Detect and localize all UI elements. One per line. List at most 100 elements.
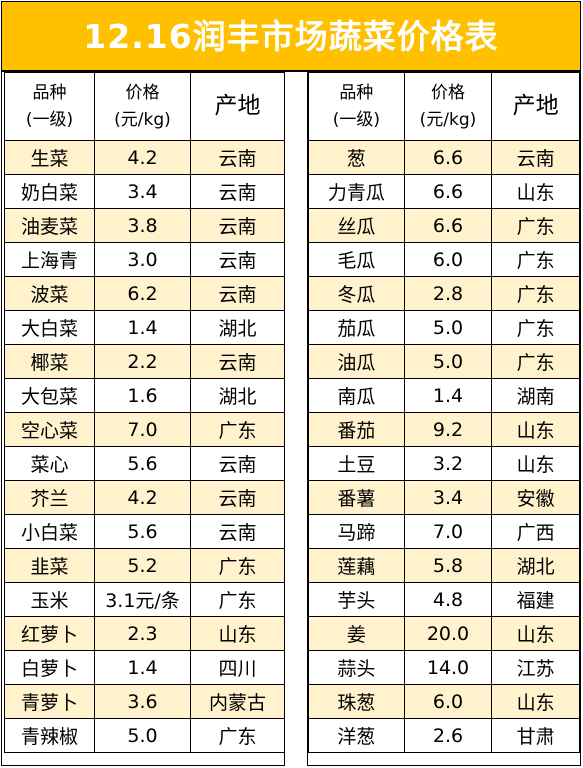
vegetable-name-cell: 波菜 bbox=[4, 276, 95, 311]
table-row: 小白菜 5.6 云南 bbox=[4, 514, 285, 549]
origin-cell: 山东 bbox=[491, 412, 580, 447]
origin-cell: 湖南 bbox=[491, 378, 580, 413]
vegetable-name-cell: 马蹄 bbox=[308, 514, 405, 549]
header-variety-line1: 品种 bbox=[32, 83, 67, 104]
vegetable-name-cell: 青萝卜 bbox=[4, 684, 95, 719]
vegetable-name-cell: 韭菜 bbox=[4, 548, 95, 583]
vegetable-name-cell: 大白菜 bbox=[4, 310, 95, 345]
origin-cell: 山东 bbox=[491, 174, 580, 209]
vegetable-name-cell: 油麦菜 bbox=[4, 208, 95, 243]
page-title: 12.16润丰市场蔬菜价格表 bbox=[2, 2, 580, 72]
table-row: 空心菜 7.0 广东 bbox=[4, 412, 285, 447]
vegetable-name-cell: 蒜头 bbox=[308, 650, 405, 685]
price-cell: 2.3 bbox=[94, 616, 191, 651]
price-cell: 6.0 bbox=[403, 242, 493, 277]
vegetable-name-cell: 姜 bbox=[308, 616, 405, 651]
table-row: 玉米 3.1元/条 广东 bbox=[4, 582, 285, 617]
table-row: 红萝卜 2.3 山东 bbox=[4, 616, 285, 651]
vegetable-name-cell: 小白菜 bbox=[4, 514, 95, 549]
origin-cell: 湖北 bbox=[190, 378, 285, 413]
origin-cell: 云南 bbox=[190, 276, 285, 311]
origin-cell: 广东 bbox=[491, 344, 580, 379]
vegetable-name-cell: 玉米 bbox=[4, 582, 95, 617]
price-table-left: 品种 (一级) 价格 (元/kg) 产地 生菜 4.2 云南 奶白菜 3.4 云南 油麦菜 3… bbox=[4, 72, 285, 753]
price-cell: 1.4 bbox=[403, 378, 493, 413]
price-cell: 20.0 bbox=[403, 616, 493, 651]
origin-cell: 云南 bbox=[190, 480, 285, 515]
price-cell: 1.4 bbox=[94, 310, 191, 345]
price-cell: 5.0 bbox=[403, 310, 493, 345]
origin-cell: 广东 bbox=[491, 208, 580, 243]
header-price: 价格 (元/kg) bbox=[403, 72, 493, 141]
table-row: 大白菜 1.4 湖北 bbox=[4, 310, 285, 345]
price-cell: 3.1元/条 bbox=[94, 582, 191, 617]
table-row: 丝瓜 6.6 广东 bbox=[308, 208, 580, 243]
header-variety-line2: (一级) bbox=[25, 109, 74, 130]
vegetable-name-cell: 力青瓜 bbox=[308, 174, 405, 209]
vegetable-name-cell: 油瓜 bbox=[308, 344, 405, 379]
table-row: 毛瓜 6.0 广东 bbox=[308, 242, 580, 277]
origin-cell: 山东 bbox=[190, 616, 285, 651]
table-row: 菜心 5.6 云南 bbox=[4, 446, 285, 481]
price-cell: 6.6 bbox=[403, 208, 493, 243]
vegetable-name-cell: 番薯 bbox=[308, 480, 405, 515]
origin-cell: 福建 bbox=[491, 582, 580, 617]
vegetable-name-cell: 毛瓜 bbox=[308, 242, 405, 277]
origin-cell: 湖北 bbox=[190, 310, 285, 345]
vegetable-name-cell: 大包菜 bbox=[4, 378, 95, 413]
price-cell: 7.0 bbox=[403, 514, 493, 549]
price-cell: 5.8 bbox=[403, 548, 493, 583]
vegetable-name-cell: 空心菜 bbox=[4, 412, 95, 447]
vegetable-name-cell: 土豆 bbox=[308, 446, 405, 481]
table-divider bbox=[284, 72, 308, 766]
origin-cell: 甘肃 bbox=[491, 718, 580, 753]
table-row: 番薯 3.4 安徽 bbox=[308, 480, 580, 515]
price-cell: 7.0 bbox=[94, 412, 191, 447]
vegetable-name-cell: 珠葱 bbox=[308, 684, 405, 719]
table-row: 青萝卜 3.6 内蒙古 bbox=[4, 684, 285, 719]
table-row: 奶白菜 3.4 云南 bbox=[4, 174, 285, 209]
header-variety: 品种 (一级) bbox=[4, 72, 95, 141]
table-row: 洋葱 2.6 甘肃 bbox=[308, 718, 580, 753]
price-cell: 5.6 bbox=[94, 446, 191, 481]
origin-cell: 山东 bbox=[491, 684, 580, 719]
origin-cell: 云南 bbox=[190, 140, 285, 175]
price-cell: 5.2 bbox=[94, 548, 191, 583]
header-variety-line2: (一级) bbox=[332, 109, 380, 130]
table-row: 波菜 6.2 云南 bbox=[4, 276, 285, 311]
vegetable-name-cell: 南瓜 bbox=[308, 378, 405, 413]
table-row: 葱 6.6 云南 bbox=[308, 140, 580, 175]
table-row: 芋头 4.8 福建 bbox=[308, 582, 580, 617]
price-cell: 5.0 bbox=[403, 344, 493, 379]
table-row: 生菜 4.2 云南 bbox=[4, 140, 285, 175]
vegetable-name-cell: 椰菜 bbox=[4, 344, 95, 379]
vegetable-name-cell: 茄瓜 bbox=[308, 310, 405, 345]
vegetable-name-cell: 丝瓜 bbox=[308, 208, 405, 243]
table-row: 姜 20.0 山东 bbox=[308, 616, 580, 651]
price-cell: 4.2 bbox=[94, 140, 191, 175]
origin-cell: 云南 bbox=[190, 208, 285, 243]
header-price-line1: 价格 bbox=[125, 83, 160, 104]
table-row: 冬瓜 2.8 广东 bbox=[308, 276, 580, 311]
price-cell: 2.6 bbox=[403, 718, 493, 753]
table-row: 南瓜 1.4 湖南 bbox=[308, 378, 580, 413]
header-row: 品种 (一级) 价格 (元/kg) 产地 bbox=[308, 72, 580, 141]
header-variety-line1: 品种 bbox=[339, 83, 374, 104]
vegetable-name-cell: 红萝卜 bbox=[4, 616, 95, 651]
table-row: 茄瓜 5.0 广东 bbox=[308, 310, 580, 345]
header-row: 品种 (一级) 价格 (元/kg) 产地 bbox=[4, 72, 285, 141]
price-table-right: 品种 (一级) 价格 (元/kg) 产地 葱 6.6 云南 力青瓜 6.6 山东 丝瓜 6.6… bbox=[308, 72, 580, 753]
table-row: 土豆 3.2 山东 bbox=[308, 446, 580, 481]
origin-cell: 内蒙古 bbox=[190, 684, 285, 719]
header-price-line2: (元/kg) bbox=[114, 109, 171, 130]
vegetable-name-cell: 葱 bbox=[308, 140, 405, 175]
price-cell: 6.2 bbox=[94, 276, 191, 311]
price-cell: 6.6 bbox=[403, 174, 493, 209]
origin-cell: 广西 bbox=[491, 514, 580, 549]
price-cell: 4.8 bbox=[403, 582, 493, 617]
price-cell: 3.4 bbox=[403, 480, 493, 515]
table-row: 马蹄 7.0 广西 bbox=[308, 514, 580, 549]
origin-cell: 广东 bbox=[491, 310, 580, 345]
price-cell: 5.6 bbox=[94, 514, 191, 549]
vegetable-name-cell: 生菜 bbox=[4, 140, 95, 175]
